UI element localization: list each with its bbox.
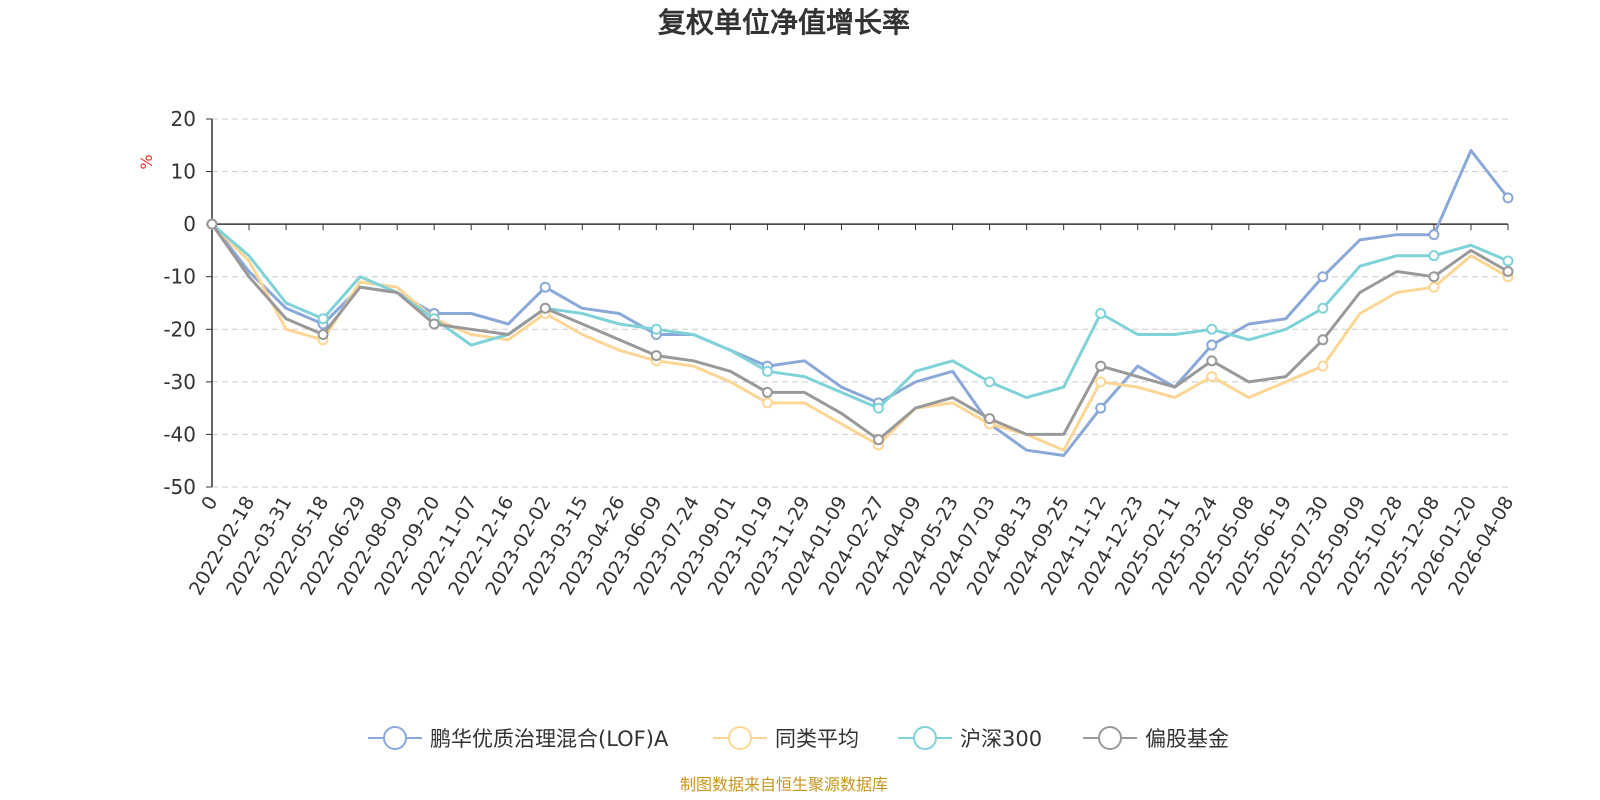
data-point bbox=[1095, 308, 1107, 320]
legend-label: 偏股基金 bbox=[1145, 727, 1229, 751]
legend-item-0[interactable]: 鹏华优质治理混合(LOF)A bbox=[368, 726, 669, 751]
series-lines bbox=[206, 149, 1514, 457]
data-point bbox=[650, 323, 662, 335]
data-point bbox=[1206, 371, 1218, 383]
y-axis-unit: % bbox=[137, 154, 156, 169]
data-point bbox=[1502, 255, 1514, 267]
legend-marker bbox=[728, 726, 752, 750]
series-2 bbox=[206, 218, 1514, 414]
legend-label: 沪深300 bbox=[960, 727, 1042, 751]
y-tick-label: 0 bbox=[183, 212, 196, 236]
legend-label: 同类平均 bbox=[775, 727, 859, 751]
series-0 bbox=[206, 149, 1514, 457]
data-point bbox=[984, 413, 996, 425]
y-tick-label: 20 bbox=[171, 107, 196, 131]
data-point bbox=[539, 281, 551, 293]
legend-marker bbox=[383, 726, 407, 750]
data-point bbox=[1095, 360, 1107, 372]
legend-marker bbox=[913, 726, 937, 750]
data-point bbox=[873, 402, 885, 414]
series-line bbox=[210, 223, 1509, 452]
legend-item-2[interactable]: 沪深300 bbox=[898, 726, 1042, 751]
data-point bbox=[317, 313, 329, 325]
series-line bbox=[210, 223, 1509, 442]
data-point bbox=[1428, 271, 1440, 283]
data-point bbox=[1428, 250, 1440, 262]
legend-marker bbox=[1098, 726, 1122, 750]
legend[interactable]: 鹏华优质治理混合(LOF)A 同类平均 沪深300 偏股基金 bbox=[368, 726, 1229, 751]
data-point bbox=[206, 218, 218, 230]
x-tick-label: 0 bbox=[197, 493, 222, 514]
data-point bbox=[761, 397, 773, 409]
data-point bbox=[650, 350, 662, 362]
data-point bbox=[1428, 229, 1440, 241]
y-tick-label: -50 bbox=[163, 475, 196, 499]
source-note: 制图数据来自恒生聚源数据库 bbox=[680, 775, 888, 794]
data-point bbox=[761, 386, 773, 398]
data-point bbox=[1095, 402, 1107, 414]
data-point bbox=[1206, 323, 1218, 335]
data-point bbox=[428, 318, 440, 330]
y-tick-label: -20 bbox=[163, 317, 196, 341]
y-tick-label: -30 bbox=[163, 370, 196, 394]
data-point bbox=[1317, 360, 1329, 372]
legend-label: 鹏华优质治理混合(LOF)A bbox=[430, 727, 669, 751]
series-1 bbox=[206, 218, 1514, 452]
chart-title: 复权单位净值增长率 bbox=[658, 6, 910, 39]
data-point bbox=[539, 302, 551, 314]
data-point bbox=[1502, 265, 1514, 277]
data-point bbox=[1206, 355, 1218, 367]
data-point bbox=[1317, 271, 1329, 283]
data-point bbox=[761, 365, 773, 377]
data-point bbox=[873, 434, 885, 446]
data-point bbox=[1428, 281, 1440, 293]
y-tick-label: 10 bbox=[171, 160, 196, 184]
series-line bbox=[210, 149, 1510, 457]
y-tick-label: -40 bbox=[163, 422, 196, 446]
y-tick-labels: 20 10 0 -10 -20 -30 -40 -50 bbox=[163, 107, 212, 499]
data-point bbox=[317, 329, 329, 341]
legend-item-3[interactable]: 偏股基金 bbox=[1083, 726, 1229, 751]
axes bbox=[211, 119, 1508, 487]
data-point bbox=[984, 376, 996, 388]
y-tick-label: -10 bbox=[163, 265, 196, 289]
series-line bbox=[211, 222, 1509, 410]
data-point bbox=[1502, 192, 1514, 204]
gridlines bbox=[212, 118, 1508, 488]
legend-item-1[interactable]: 同类平均 bbox=[713, 726, 859, 751]
data-point bbox=[1317, 302, 1329, 314]
data-point bbox=[1206, 339, 1218, 351]
series-3 bbox=[206, 218, 1514, 446]
data-point bbox=[1095, 376, 1107, 388]
data-point bbox=[1317, 334, 1329, 346]
